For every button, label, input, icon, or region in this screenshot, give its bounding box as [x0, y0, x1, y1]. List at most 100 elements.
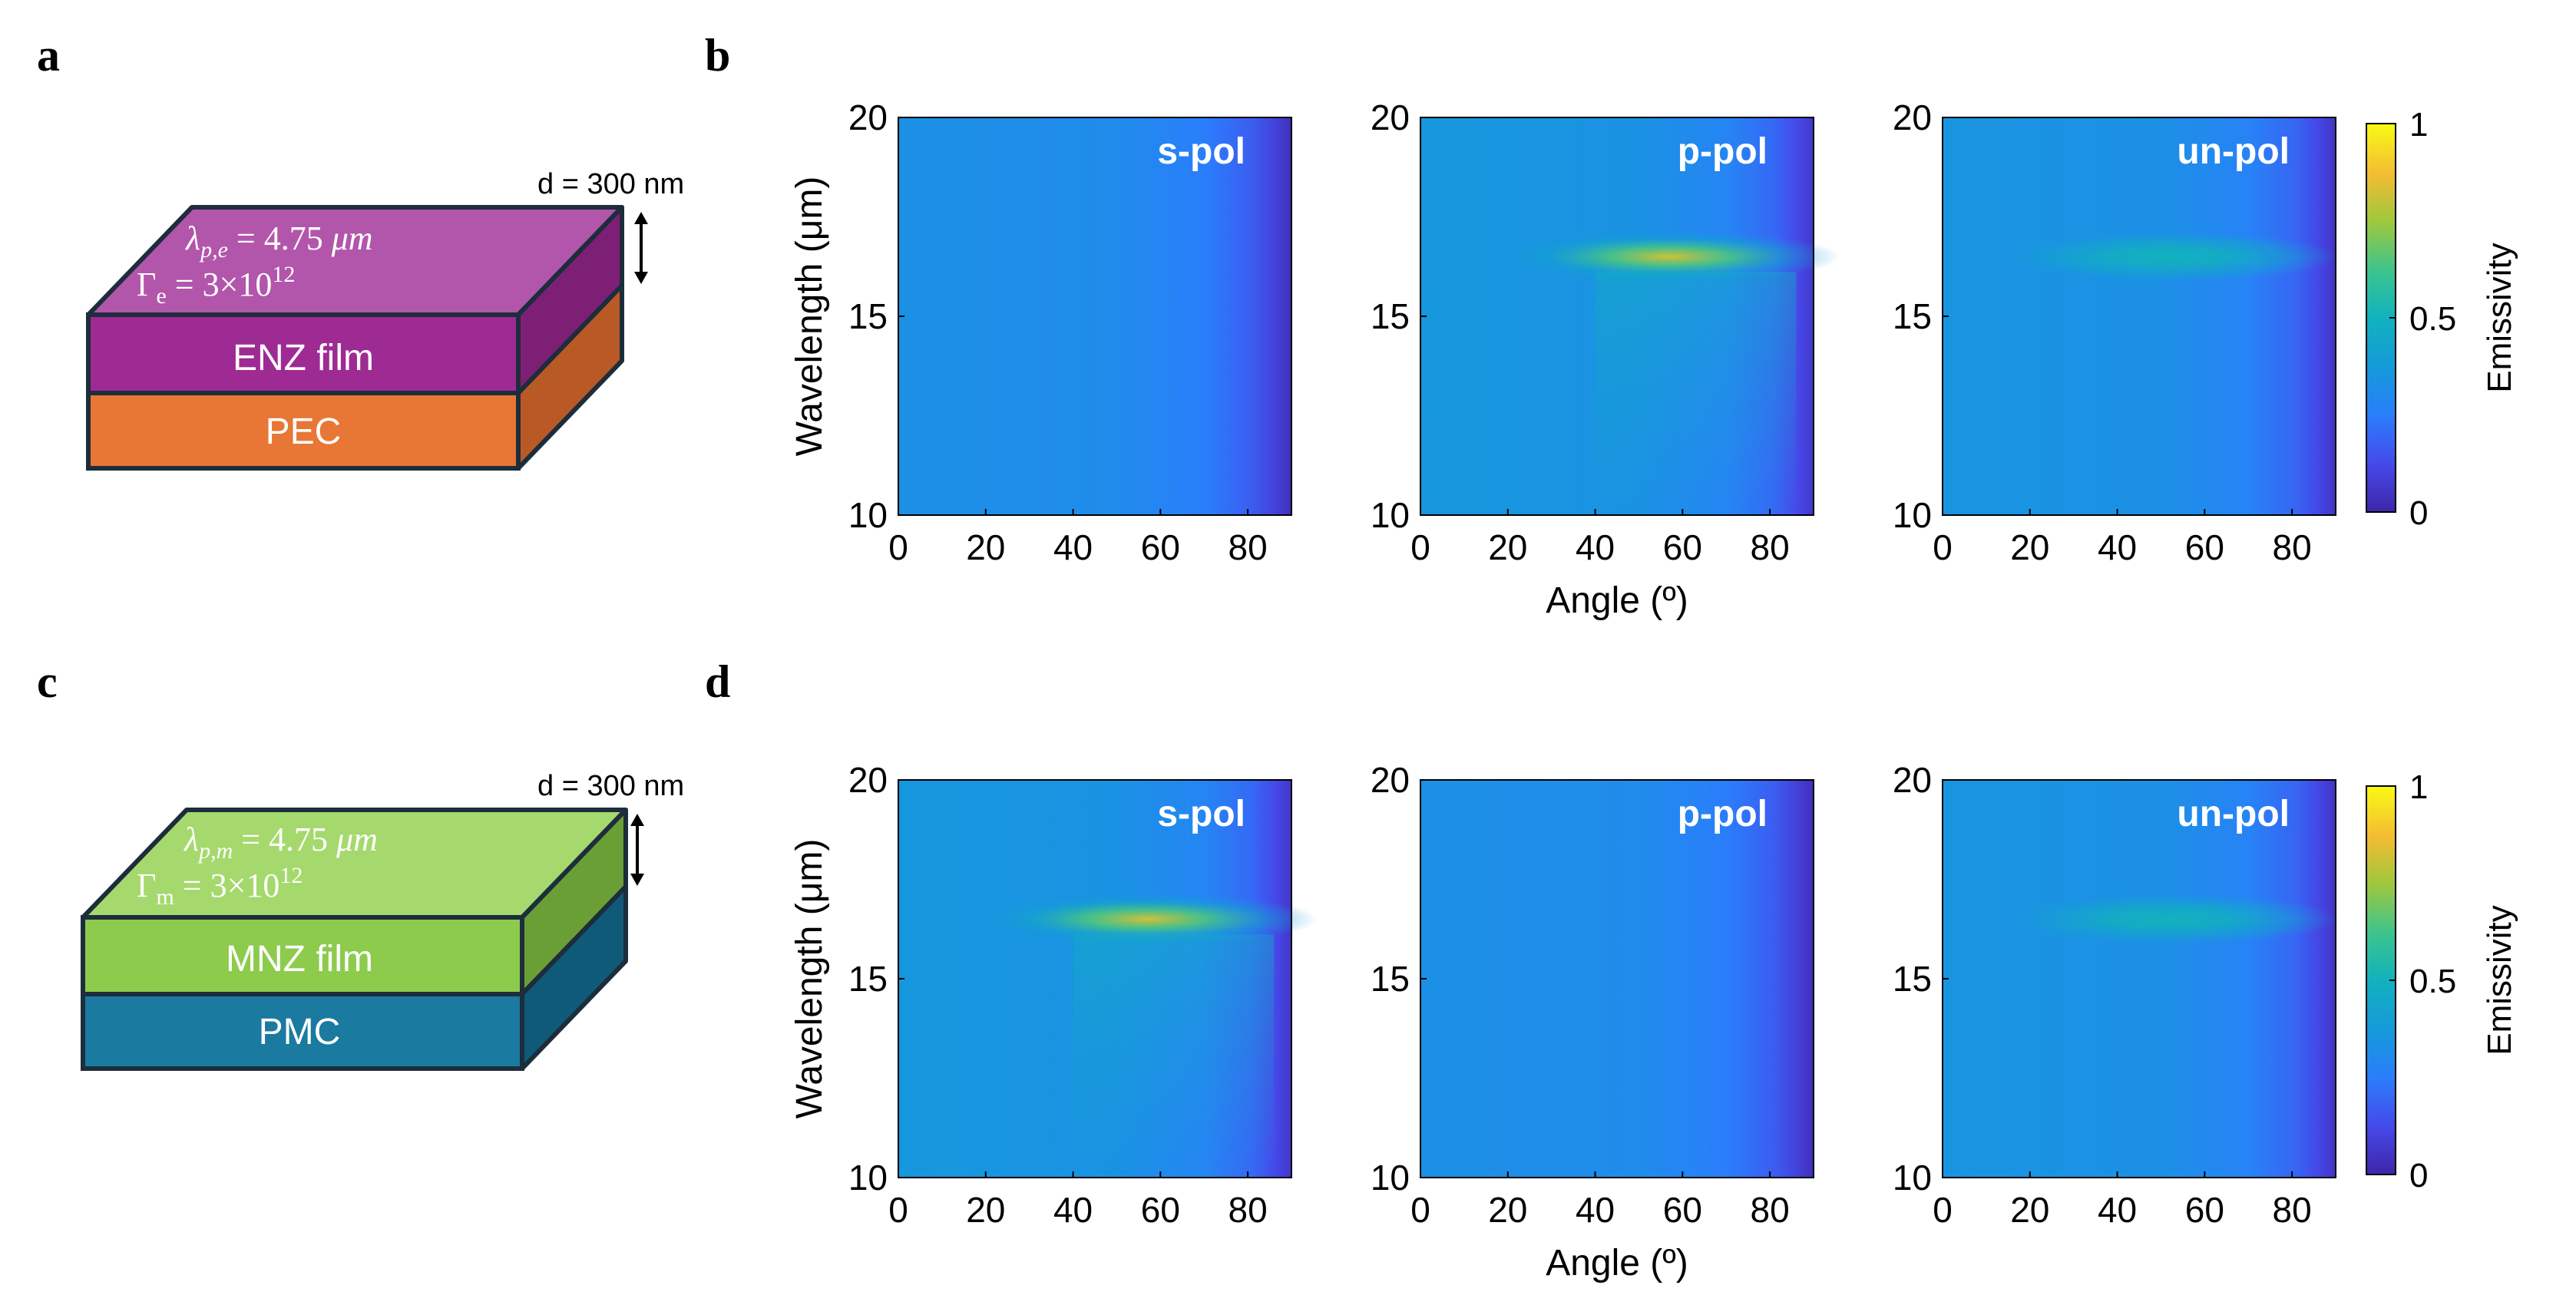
y-tick-label: 15 — [848, 296, 888, 336]
colorbar-tick-label: 1 — [2409, 106, 2428, 144]
resonance-band — [977, 893, 1318, 946]
resonance-tail — [1595, 272, 1797, 515]
resonance-tail — [1073, 934, 1275, 1178]
polarization-label: un-pol — [2177, 131, 2290, 172]
heatmap-b-un-pol: un-pol 0 20 40 60 80 10 15 20 0 0.5 1 Emissivity — [1893, 97, 2518, 567]
x-tick-label: 0 — [1933, 1190, 1953, 1230]
y-axis-label: Wavelength (μm) — [789, 839, 830, 1119]
x-tick-label: 60 — [2185, 1190, 2224, 1230]
heatmap-d-un-pol: un-pol 0 20 40 60 80 10 15 20 0 0.5 1 Emissivity — [1893, 760, 2518, 1230]
substrate-label: PEC — [266, 411, 342, 452]
colorbar: 0 0.5 1 Emissivity — [2366, 768, 2518, 1194]
x-tick-label: 40 — [2098, 1190, 2137, 1230]
schematic-enz: ENZ film PEC λp,e = 4.75 μm Γe = 3×1012 … — [86, 168, 684, 471]
x-tick-label: 40 — [1576, 1190, 1615, 1230]
y-tick-label: 20 — [1893, 760, 1932, 800]
x-tick-label: 0 — [1410, 527, 1430, 567]
heatmap-background — [1420, 780, 1814, 1178]
y-tick-label: 10 — [848, 495, 888, 535]
y-tick-label: 20 — [1371, 97, 1410, 137]
y-tick-label: 20 — [1893, 97, 1932, 137]
y-tick-label: 15 — [1893, 296, 1932, 336]
resonance-band — [1999, 893, 2340, 946]
colorbar-tick-label: 0 — [2409, 494, 2428, 532]
polarization-label: un-pol — [2177, 794, 2290, 834]
x-tick-label: 40 — [1576, 527, 1615, 567]
x-axis-label: Angle (º) — [1546, 580, 1688, 621]
x-tick-label: 40 — [1053, 1190, 1093, 1230]
polarization-label: p-pol — [1678, 794, 1767, 834]
y-tick-label: 10 — [1893, 1158, 1932, 1198]
colorbar-label: Emissivity — [2481, 905, 2518, 1056]
panel-letter-d: d — [705, 656, 730, 707]
colorbar-tick-label: 0.5 — [2409, 963, 2456, 1000]
y-tick-label: 10 — [1371, 1158, 1410, 1198]
y-tick-label: 10 — [848, 1158, 888, 1198]
schematic-mnz: MNZ film PMC λp,m = 4.75 μm Γm = 3×1012 … — [81, 770, 684, 1071]
x-tick-label: 80 — [1228, 527, 1268, 567]
heatmap-background — [1943, 780, 2336, 1178]
heatmap-b-s-pol: s-pol 0 20 40 60 80 10 15 20 Wavelength (μm) — [789, 97, 1292, 567]
x-tick-label: 60 — [1663, 527, 1702, 567]
y-tick-label: 15 — [1893, 959, 1932, 999]
x-tick-label: 0 — [888, 1190, 908, 1230]
film-label: MNZ film — [226, 939, 373, 980]
x-tick-label: 0 — [1933, 527, 1953, 567]
polarization-label: p-pol — [1678, 131, 1767, 172]
y-tick-label: 20 — [848, 760, 888, 800]
panel-letter-a: a — [37, 30, 60, 81]
colorbar: 0 0.5 1 Emissivity — [2366, 106, 2518, 532]
substrate-front-face — [86, 391, 521, 471]
damping-formula: Γm = 3×1012 — [137, 863, 303, 910]
plasma-wavelength-formula: λp,e = 4.75 μm — [184, 220, 373, 263]
x-tick-label: 20 — [2010, 1190, 2049, 1230]
y-tick-label: 20 — [848, 97, 888, 137]
y-tick-label: 10 — [1371, 495, 1410, 535]
resonance-band — [1499, 230, 1840, 283]
panel-letter-b: b — [705, 30, 730, 81]
thickness-arrow — [634, 212, 648, 284]
x-tick-label: 80 — [1751, 527, 1790, 567]
polarization-label: s-pol — [1157, 794, 1245, 834]
y-tick-label: 15 — [848, 959, 888, 999]
polarization-label: s-pol — [1157, 131, 1245, 172]
substrate-label: PMC — [259, 1012, 341, 1052]
x-tick-label: 80 — [1751, 1190, 1790, 1230]
x-tick-label: 20 — [966, 1190, 1005, 1230]
x-tick-label: 0 — [1410, 1190, 1430, 1230]
x-tick-label: 20 — [1488, 527, 1527, 567]
substrate-front-face — [81, 992, 524, 1071]
heatmap-background — [1943, 117, 2336, 515]
x-tick-label: 60 — [1141, 1190, 1180, 1230]
heatmap-d-s-pol: s-pol 0 20 40 60 80 10 15 20 Wavelength (μm) — [789, 760, 1318, 1230]
film-label: ENZ film — [233, 338, 374, 378]
resonance-band — [1999, 230, 2340, 283]
heatmap-d-p-pol: p-pol 0 20 40 60 80 10 15 20 Angle (º) — [1371, 760, 1814, 1284]
y-tick-label: 20 — [1371, 760, 1410, 800]
x-tick-label: 60 — [1663, 1190, 1702, 1230]
y-tick-label: 10 — [1893, 495, 1932, 535]
colorbar-tick-label: 0 — [2409, 1157, 2428, 1194]
x-tick-label: 60 — [2185, 527, 2224, 567]
x-tick-label: 20 — [966, 527, 1005, 567]
x-tick-label: 0 — [888, 527, 908, 567]
thickness-arrow — [630, 814, 644, 886]
thickness-label: d = 300 nm — [537, 168, 684, 200]
colorbar-tick-label: 0.5 — [2409, 300, 2456, 338]
x-tick-label: 20 — [2010, 527, 2049, 567]
heatmap-background — [898, 117, 1291, 515]
film-front-face — [86, 312, 521, 395]
thickness-label: d = 300 nm — [537, 770, 684, 802]
x-tick-label: 40 — [1053, 527, 1093, 567]
y-tick-label: 15 — [1371, 959, 1410, 999]
y-tick-label: 15 — [1371, 296, 1410, 336]
x-tick-label: 40 — [2098, 527, 2137, 567]
x-axis-label: Angle (º) — [1546, 1243, 1688, 1284]
plasma-wavelength-formula: λp,m = 4.75 μm — [183, 821, 378, 864]
panel-letter-c: c — [37, 656, 58, 707]
heatmap-b-p-pol: p-pol 0 20 40 60 80 10 15 20 Angle (º) — [1371, 97, 1840, 621]
colorbar-label: Emissivity — [2481, 243, 2518, 393]
